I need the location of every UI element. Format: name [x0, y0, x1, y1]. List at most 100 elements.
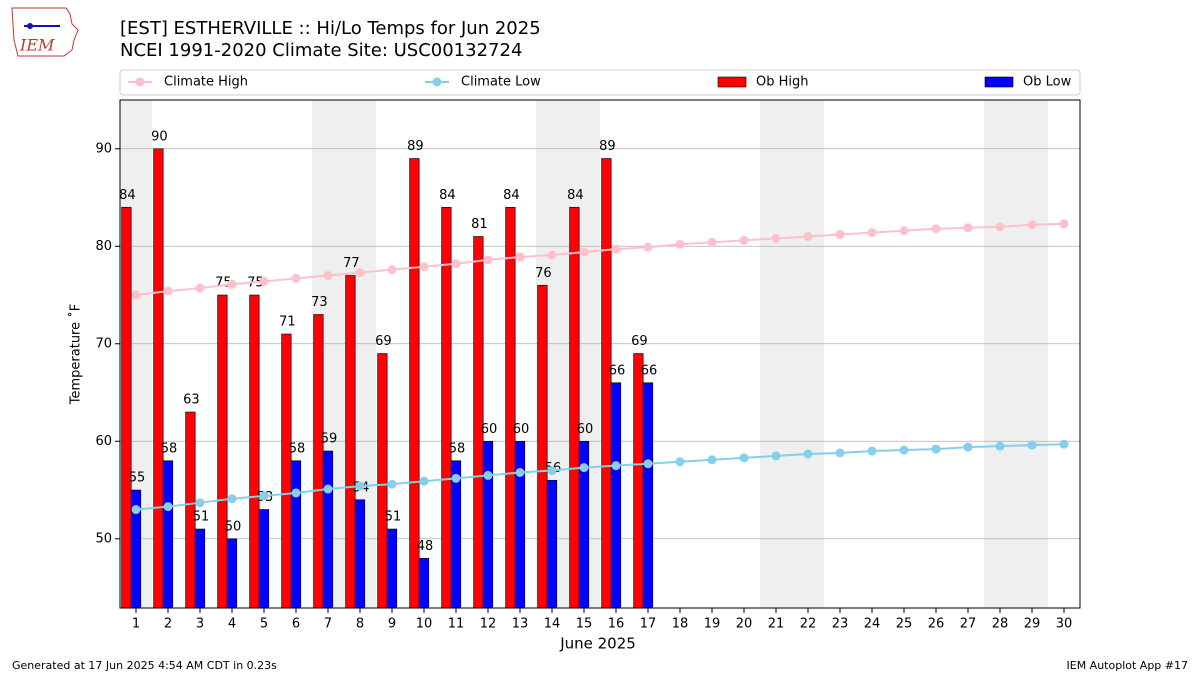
line — [135, 443, 1065, 511]
legend-label: Ob High — [756, 75, 809, 90]
weekend-shade — [760, 100, 792, 608]
point — [195, 498, 205, 508]
point — [387, 479, 397, 489]
x-tick-label: 27 — [960, 617, 977, 632]
legend-label: Ob Low — [1023, 75, 1072, 90]
point — [291, 488, 301, 498]
x-tick-label: 4 — [228, 617, 236, 632]
x-tick-label: 29 — [1024, 617, 1041, 632]
data-label: 89 — [407, 139, 424, 154]
point — [739, 235, 749, 245]
data-label: 60 — [481, 422, 498, 437]
y-axis-label: Temperature ˚F — [68, 304, 84, 405]
point — [867, 446, 877, 456]
point — [579, 247, 589, 257]
bar — [569, 206, 580, 609]
data-label: 58 — [449, 441, 466, 456]
data-label: 84 — [503, 188, 520, 203]
x-tick-label: 10 — [416, 617, 433, 632]
bar — [537, 284, 548, 609]
x-tick-label: 23 — [832, 617, 849, 632]
x-tick-label: 14 — [544, 617, 561, 632]
point — [419, 262, 429, 272]
x-tick-label: 16 — [608, 617, 625, 632]
point — [483, 470, 493, 480]
legend-swatch — [984, 76, 1014, 88]
point — [611, 244, 621, 254]
bar — [482, 440, 494, 609]
point — [355, 268, 365, 278]
bar — [162, 460, 174, 609]
bar — [386, 528, 398, 609]
data-label: 59 — [321, 432, 338, 447]
point — [707, 237, 717, 247]
point — [227, 494, 237, 504]
data-label: 51 — [193, 510, 210, 525]
data-label: 69 — [631, 334, 648, 349]
point — [995, 222, 1005, 232]
data-label: 71 — [279, 315, 296, 330]
data-label: 60 — [513, 422, 530, 437]
bar — [345, 275, 356, 609]
bar — [258, 509, 270, 609]
bar — [601, 158, 612, 609]
legend-swatch — [717, 76, 747, 88]
point — [227, 279, 237, 289]
point — [643, 459, 653, 469]
x-tick-label: 8 — [356, 617, 364, 632]
data-label: 63 — [183, 393, 200, 408]
bar — [194, 528, 206, 609]
bar — [217, 294, 228, 609]
x-tick-label: 17 — [640, 617, 657, 632]
x-tick-label: 19 — [704, 617, 721, 632]
point — [771, 233, 781, 243]
point — [387, 265, 397, 275]
x-tick-label: 15 — [576, 617, 593, 632]
data-label: 90 — [151, 129, 168, 144]
point — [419, 476, 429, 486]
point — [451, 259, 461, 269]
point — [675, 239, 685, 249]
x-tick-label: 5 — [260, 617, 268, 632]
data-label: 58 — [289, 441, 306, 456]
point — [163, 502, 173, 512]
data-label: 73 — [311, 295, 328, 310]
data-label: 51 — [385, 510, 402, 525]
logo-dot — [27, 23, 33, 29]
bar — [249, 294, 260, 609]
data-label: 81 — [471, 217, 488, 232]
point — [195, 283, 205, 293]
bar — [121, 206, 132, 609]
x-tick-label: 26 — [928, 617, 945, 632]
bar — [322, 450, 334, 609]
data-label: 84 — [119, 188, 136, 203]
bar — [290, 460, 302, 609]
point — [579, 463, 589, 473]
point — [259, 491, 269, 501]
bar — [610, 382, 622, 609]
point — [1059, 219, 1069, 229]
y-tick-label: 90 — [95, 141, 112, 156]
footer-left: Generated at 17 Jun 2025 4:54 AM CDT in … — [12, 659, 277, 672]
legend-marker — [135, 77, 145, 87]
bar — [505, 206, 516, 609]
point — [291, 273, 301, 283]
point — [963, 442, 973, 452]
bar — [281, 333, 292, 609]
bar — [642, 382, 654, 609]
point — [1027, 440, 1037, 450]
point — [355, 481, 365, 491]
logo: IEM — [11, 7, 79, 57]
point — [547, 466, 557, 476]
point — [739, 453, 749, 463]
point — [515, 467, 525, 477]
x-tick-label: 12 — [480, 617, 497, 632]
point — [163, 286, 173, 296]
x-tick-label: 24 — [864, 617, 881, 632]
data-label: 55 — [129, 471, 146, 486]
point — [131, 290, 141, 300]
x-tick-label: 28 — [992, 617, 1009, 632]
point — [259, 276, 269, 286]
bar — [441, 206, 452, 609]
data-label: 60 — [577, 422, 594, 437]
